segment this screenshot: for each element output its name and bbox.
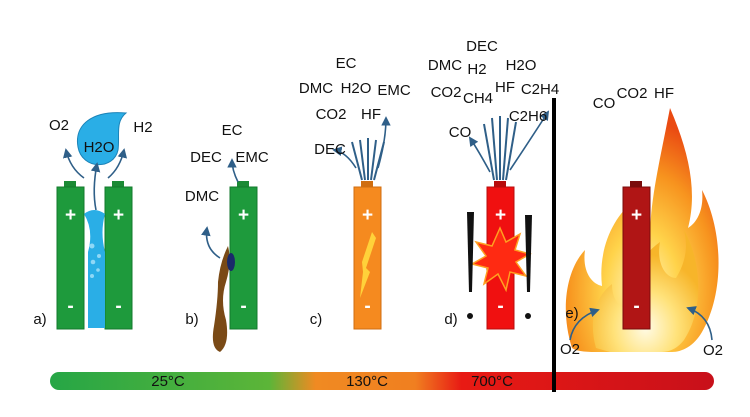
gas-h2o: H2O (341, 80, 372, 97)
minus-terminal: - (633, 296, 639, 317)
gas-co2: CO2 (617, 85, 648, 102)
temp-25: 25°C (151, 373, 185, 390)
gas-c2h4: C2H4 (521, 81, 559, 98)
gas-co2: CO2 (316, 106, 347, 123)
explosion-icon (470, 226, 532, 293)
minus-terminal: - (497, 296, 503, 317)
plus-terminal: + (362, 205, 373, 226)
gas-hf: HF (361, 106, 381, 123)
vent-streams (351, 138, 385, 181)
exclamation-icon (467, 212, 474, 319)
gas-c2h6: C2H6 (509, 108, 547, 125)
gas-h2: H2 (133, 119, 152, 136)
stage-label-b: b) (185, 311, 198, 328)
gas-h2o: H2O (506, 57, 537, 74)
minus-terminal: - (240, 296, 246, 317)
temp-130: 130°C (346, 373, 388, 390)
stage-b: + - EC DEC EMC DMC b) (185, 122, 269, 352)
stage-d: + - DEC DMC H2 H2O CO2 CH4 HF C2H4 CO C2… (428, 38, 559, 330)
electrolyte-leak (212, 246, 230, 352)
gas-emc: EMC (377, 82, 411, 99)
gas-co2: CO2 (431, 84, 462, 101)
gas-h2o: H2O (84, 139, 115, 156)
divider (552, 98, 556, 380)
battery-b: + - (229, 181, 258, 330)
minus-terminal: - (67, 296, 73, 317)
stage-label-c: c) (310, 311, 323, 328)
gas-o2-right: O2 (703, 342, 723, 359)
battery-a-right: + - (104, 181, 133, 330)
temp-700: 700°C (471, 373, 513, 390)
gas-dmc: DMC (299, 80, 333, 97)
gas-dmc: DMC (428, 57, 462, 74)
gas-emc: EMC (235, 149, 269, 166)
gas-dec: DEC (314, 141, 346, 158)
battery-c: + - (353, 181, 382, 330)
gas-o2: O2 (49, 117, 69, 134)
temperature-bar: 25°C 130°C 700°C (50, 370, 714, 392)
stage-label-e: e) (565, 305, 578, 322)
gas-dmc: DMC (185, 188, 219, 205)
gas-hf: HF (654, 85, 674, 102)
gas-hf: HF (495, 79, 515, 96)
stage-c: + - EC DMC H2O EMC CO2 HF DEC c) (299, 55, 411, 330)
plus-terminal: + (495, 205, 506, 226)
electrolyte-pool (84, 210, 105, 328)
gas-ec: EC (222, 122, 243, 139)
gas-co: CO (593, 95, 616, 112)
plus-terminal: + (113, 205, 124, 226)
plus-terminal: + (631, 205, 642, 226)
battery-a-left: + - (56, 181, 85, 330)
minus-terminal: - (115, 296, 121, 317)
stage-label-d: d) (444, 311, 457, 328)
heat-crack (360, 232, 376, 298)
gas-co: CO (449, 124, 472, 141)
bubbles (89, 243, 101, 278)
plus-terminal: + (65, 205, 76, 226)
vent-streams (483, 116, 517, 181)
gas-dec: DEC (190, 149, 222, 166)
plus-terminal: + (238, 205, 249, 226)
minus-terminal: - (364, 296, 370, 317)
gas-dec: DEC (466, 38, 498, 55)
gas-o2-left: O2 (560, 341, 580, 358)
gas-ch4: CH4 (463, 90, 493, 107)
gas-ec: EC (336, 55, 357, 72)
battery-e: + - (622, 181, 651, 330)
gas-h2: H2 (467, 61, 486, 78)
stage-e: + - CO CO2 HF O2 O2 e) (560, 85, 723, 359)
exclamation-icon (525, 215, 532, 319)
stage-label-a: a) (33, 311, 46, 328)
stage-a: + - + - H2O O2 H2 a) (33, 112, 153, 330)
